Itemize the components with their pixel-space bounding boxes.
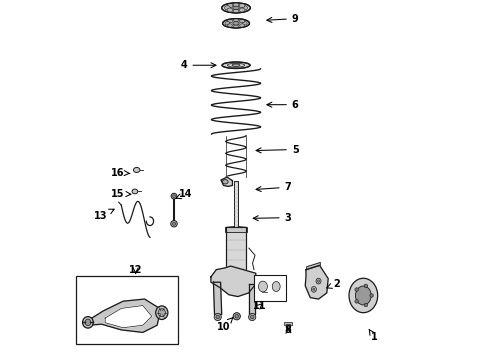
Ellipse shape bbox=[233, 313, 240, 320]
Polygon shape bbox=[307, 262, 320, 270]
Bar bbox=[226, 227, 246, 284]
Ellipse shape bbox=[355, 286, 371, 305]
Ellipse shape bbox=[242, 22, 247, 25]
Ellipse shape bbox=[222, 180, 228, 184]
Polygon shape bbox=[305, 265, 328, 299]
Text: 9: 9 bbox=[267, 14, 298, 24]
Ellipse shape bbox=[313, 288, 315, 291]
Ellipse shape bbox=[227, 24, 232, 27]
Ellipse shape bbox=[235, 315, 239, 318]
Ellipse shape bbox=[240, 19, 245, 23]
Ellipse shape bbox=[242, 6, 247, 10]
Text: 11: 11 bbox=[252, 301, 266, 311]
Bar bbox=[234, 181, 238, 226]
Ellipse shape bbox=[227, 19, 232, 23]
Ellipse shape bbox=[171, 221, 177, 227]
Ellipse shape bbox=[239, 8, 245, 12]
Ellipse shape bbox=[233, 3, 239, 7]
Ellipse shape bbox=[370, 294, 373, 297]
Bar bbox=[286, 324, 290, 329]
Ellipse shape bbox=[232, 64, 240, 67]
Ellipse shape bbox=[158, 309, 166, 317]
Text: 8: 8 bbox=[285, 325, 292, 335]
Ellipse shape bbox=[272, 282, 280, 292]
Ellipse shape bbox=[214, 314, 221, 320]
Text: 2: 2 bbox=[327, 279, 340, 289]
Ellipse shape bbox=[227, 8, 233, 12]
Ellipse shape bbox=[172, 195, 175, 198]
Ellipse shape bbox=[132, 189, 138, 194]
Ellipse shape bbox=[364, 303, 368, 307]
Text: 15: 15 bbox=[111, 189, 131, 199]
Ellipse shape bbox=[355, 300, 359, 303]
Ellipse shape bbox=[171, 193, 177, 199]
Ellipse shape bbox=[240, 24, 245, 27]
Bar bbox=[254, 275, 286, 301]
Text: 1: 1 bbox=[369, 329, 377, 342]
Bar bbox=[76, 276, 178, 344]
Polygon shape bbox=[214, 282, 221, 315]
Ellipse shape bbox=[225, 22, 230, 25]
Ellipse shape bbox=[234, 18, 239, 22]
Text: 4: 4 bbox=[181, 60, 216, 70]
Ellipse shape bbox=[248, 314, 256, 320]
Ellipse shape bbox=[250, 315, 254, 319]
Polygon shape bbox=[221, 177, 232, 186]
Ellipse shape bbox=[227, 4, 233, 8]
Text: 3: 3 bbox=[253, 213, 292, 222]
Ellipse shape bbox=[318, 280, 319, 282]
Ellipse shape bbox=[222, 19, 249, 28]
Ellipse shape bbox=[156, 306, 168, 319]
Ellipse shape bbox=[224, 6, 230, 10]
Ellipse shape bbox=[311, 287, 317, 292]
Text: 5: 5 bbox=[256, 144, 298, 154]
Ellipse shape bbox=[234, 25, 239, 28]
Ellipse shape bbox=[316, 278, 321, 284]
Text: 14: 14 bbox=[176, 189, 193, 199]
Ellipse shape bbox=[233, 6, 239, 10]
Bar bbox=[225, 227, 247, 231]
Ellipse shape bbox=[233, 22, 239, 25]
Polygon shape bbox=[249, 284, 255, 315]
Text: 7: 7 bbox=[256, 182, 292, 192]
Ellipse shape bbox=[355, 288, 359, 291]
Text: 12: 12 bbox=[129, 265, 143, 275]
Ellipse shape bbox=[85, 319, 91, 325]
Ellipse shape bbox=[221, 3, 250, 13]
Ellipse shape bbox=[364, 284, 368, 288]
Text: 13: 13 bbox=[94, 209, 114, 221]
Ellipse shape bbox=[133, 167, 140, 172]
Ellipse shape bbox=[172, 222, 175, 225]
Ellipse shape bbox=[349, 278, 378, 313]
Text: 6: 6 bbox=[267, 100, 298, 110]
Ellipse shape bbox=[258, 281, 268, 292]
Bar bbox=[285, 321, 292, 324]
Polygon shape bbox=[89, 299, 161, 332]
Bar bbox=[226, 227, 246, 284]
Polygon shape bbox=[211, 266, 256, 297]
Ellipse shape bbox=[222, 62, 250, 68]
Text: 16: 16 bbox=[111, 168, 130, 178]
Text: 10: 10 bbox=[217, 317, 233, 332]
Polygon shape bbox=[105, 306, 152, 328]
Ellipse shape bbox=[233, 9, 239, 13]
Ellipse shape bbox=[216, 315, 220, 319]
Ellipse shape bbox=[82, 317, 93, 328]
Ellipse shape bbox=[239, 4, 245, 8]
